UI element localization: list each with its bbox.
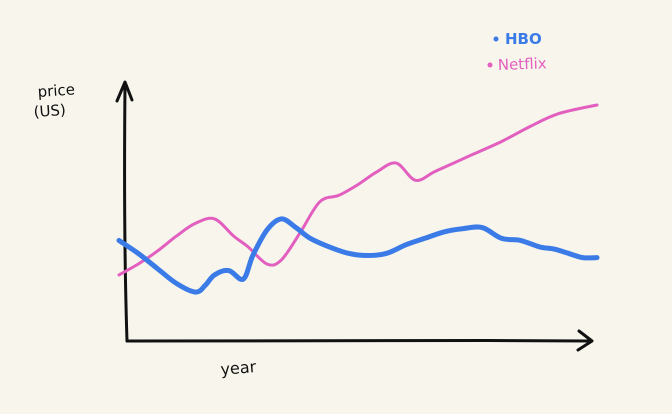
- series-line-netflix: [117, 103, 599, 277]
- y-axis-label-line2: (US): [33, 101, 66, 121]
- x-axis-label: year: [220, 357, 258, 379]
- x-axis-arrowhead: [576, 329, 594, 352]
- x-axis: [125, 338, 592, 343]
- legend-label-hbo: HBO: [505, 30, 542, 48]
- y-axis: [123, 85, 129, 343]
- y-axis-label-line1: price: [37, 80, 76, 101]
- legend-marker-netflix: [487, 62, 493, 68]
- y-axis-arrowhead: [115, 80, 134, 103]
- series-layer: [116, 103, 600, 295]
- series-line-hbo: [116, 216, 600, 295]
- legend-label-netflix: Netflix: [498, 54, 548, 74]
- legend: HBO Netflix: [487, 30, 548, 74]
- legend-marker-hbo: [493, 36, 499, 42]
- axes: [115, 80, 594, 352]
